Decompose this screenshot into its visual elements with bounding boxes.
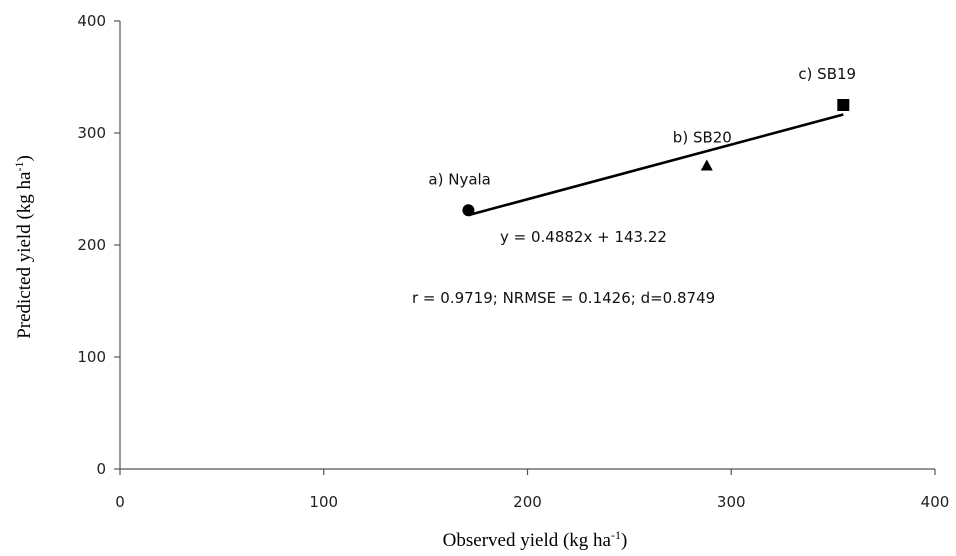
data-points [462, 99, 850, 217]
trendline-group [468, 113, 844, 217]
x-tick-label: 100 [309, 493, 338, 511]
y-tick-label: 100 [77, 348, 106, 366]
y-tick-label: 0 [96, 460, 106, 478]
x-tick-label: 300 [717, 493, 746, 511]
stats-annotation: r = 0.9719; NRMSE = 0.1426; d=0.8749 [412, 289, 715, 307]
trendline [468, 113, 844, 217]
point-label: b) SB20 [673, 128, 732, 146]
axes [114, 20, 936, 475]
x-tick-label: 0 [115, 493, 125, 511]
point-label: c) SB19 [798, 65, 856, 83]
y-tick-label: 300 [77, 124, 106, 142]
tick-labels: 0 100 200 300 400 0 100 200 300 400 [77, 12, 949, 511]
y-tick-label: 200 [77, 236, 106, 254]
point-labels: a) Nyala b) SB20 c) SB19 [428, 65, 856, 188]
y-tick-label: 400 [77, 12, 106, 30]
data-point-triangle [700, 159, 713, 171]
data-point-square [837, 99, 850, 111]
point-label: a) Nyala [428, 170, 490, 188]
equation-annotation: y = 0.4882x + 143.22 [500, 228, 667, 246]
x-axis-label: Observed yield (kg ha-1) [443, 528, 628, 551]
x-tick-label: 400 [921, 493, 950, 511]
data-point-circle [462, 204, 475, 217]
x-tick-label: 200 [513, 493, 542, 511]
y-axis-label: Predicted yield (kg ha-1) [12, 155, 35, 339]
